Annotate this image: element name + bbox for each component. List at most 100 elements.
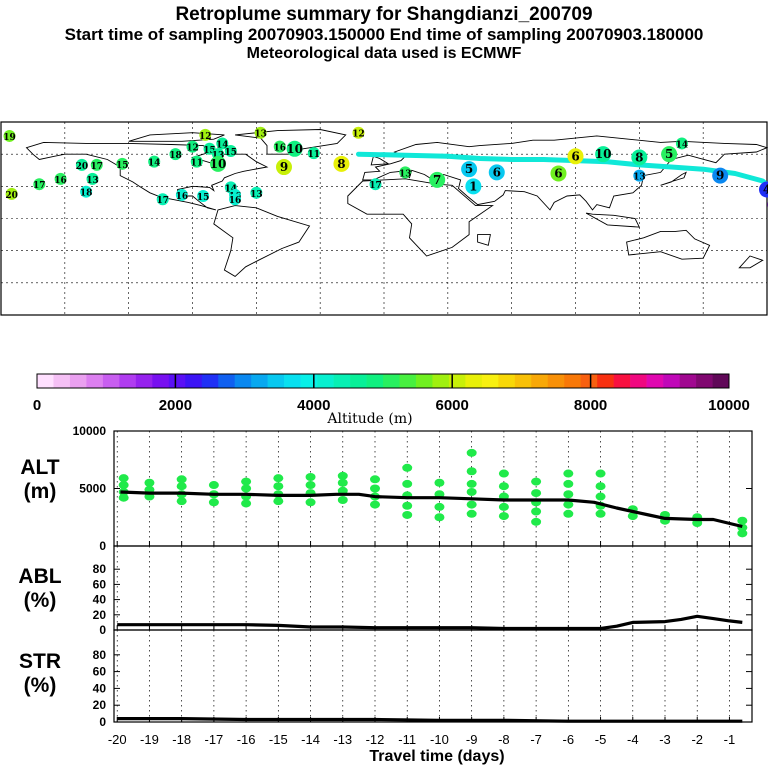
plume-centroid-dot <box>307 147 320 160</box>
plume-day-label: 17 <box>33 181 46 191</box>
plume-centroid-dot <box>80 185 93 198</box>
plume-centroid-dot <box>250 186 263 199</box>
plume-day-label: 17 <box>369 181 382 191</box>
retroplume-map: 1912131214161012151813151120171514111098… <box>0 121 768 316</box>
alt-y-tick-label: 0 <box>99 539 106 553</box>
alt-particle-dot <box>337 478 348 487</box>
colorbar-swatch <box>86 374 104 388</box>
plume-centroid-dot <box>175 188 188 201</box>
alt-particle-dot <box>176 482 187 491</box>
plume-centroid-dot <box>75 158 88 171</box>
plume-centroid-dot <box>156 193 169 206</box>
plume-day-label: 14 <box>225 184 238 194</box>
plume-centroid-dot <box>369 178 382 191</box>
str-panel-frame <box>113 629 753 723</box>
plume-day-label: 9 <box>716 169 724 183</box>
plume-centroid-dot <box>675 137 688 150</box>
plume-day-label: 15 <box>203 146 216 156</box>
plume-day-label: 1 <box>469 179 477 193</box>
colorbar-tick-label: 6000 <box>436 397 469 414</box>
plume-centroid-dot <box>116 157 129 170</box>
colorbar-swatch <box>350 374 367 388</box>
x-tick-label: -11 <box>398 732 416 747</box>
alt-particle-dot <box>466 509 477 518</box>
alt-particle-dot <box>466 479 477 488</box>
x-tick-label: -12 <box>366 732 385 747</box>
alt-particle-dot <box>466 500 477 509</box>
colorbar-swatch <box>135 374 153 388</box>
alt-particle-dot <box>466 448 477 457</box>
abl-panel-title: ABL (%) <box>8 565 72 613</box>
sampling-period: Start time of sampling 20070903.150000 E… <box>64 25 704 44</box>
plume-day-label: 4 <box>763 183 768 197</box>
plume-centroid-dot <box>169 148 182 161</box>
alt-particle-dot <box>337 496 348 504</box>
plume-day-label: 17 <box>156 196 169 206</box>
alt-particle-dot <box>118 474 129 483</box>
alt-particle-dot <box>434 478 445 487</box>
colorbar-swatch <box>152 374 170 388</box>
plume-day-label: 20 <box>76 162 89 172</box>
colorbar-swatch <box>696 374 713 388</box>
landmass-outline <box>213 205 311 277</box>
x-tick-label: -7 <box>530 732 542 747</box>
plume-centroid-dot <box>488 164 505 181</box>
str-panel-title: STR (%) <box>8 650 72 698</box>
plume-centroid-dot <box>229 193 242 206</box>
plume-day-label: 15 <box>116 161 129 171</box>
abl-y-tick-label: 0 <box>99 623 106 637</box>
alt-particle-dot <box>595 482 606 491</box>
map-graticule <box>1 122 767 315</box>
x-tick-label: -3 <box>659 732 671 747</box>
plume-centroid-dot <box>254 126 267 139</box>
landmass-outline <box>477 234 491 246</box>
str-y-tick-label: 80 <box>93 648 107 662</box>
plume-centroid-dot <box>273 140 286 153</box>
alt-particle-dot <box>466 467 477 476</box>
abl-y-tick-label: 60 <box>93 577 107 591</box>
plume-day-label: 19 <box>3 133 16 143</box>
str-y-tick-label: 40 <box>93 681 107 695</box>
landmass-outline <box>738 255 764 269</box>
alt-particle-dot <box>563 490 574 499</box>
landmass-outline <box>347 178 494 257</box>
colorbar-tick-label: 4000 <box>297 397 330 414</box>
abl-mean-line <box>117 614 743 631</box>
plume-centroid-dot <box>550 165 567 182</box>
plume-day-label: 16 <box>229 196 242 206</box>
plume-day-label: 5 <box>465 162 473 176</box>
x-tick-label: -19 <box>140 732 159 747</box>
plume-centroid-dot <box>54 172 67 185</box>
alt-title-text: ALT (m) <box>20 456 60 503</box>
colorbar-swatch <box>300 374 318 388</box>
x-tick-label: -18 <box>172 732 191 747</box>
x-tick-label: -16 <box>237 732 256 747</box>
alt-particle-dot <box>563 500 574 509</box>
plume-day-label: 18 <box>80 189 93 199</box>
alt-particle-dot <box>531 507 542 516</box>
alt-particle-dot <box>176 497 187 506</box>
str-y-tick-label: 60 <box>93 665 107 679</box>
plume-day-label: 14 <box>148 159 161 169</box>
colorbar-swatch <box>432 374 450 388</box>
alt-particle-dot <box>305 481 316 490</box>
plume-day-label: 10 <box>286 142 303 156</box>
plume-day-label: 9 <box>280 160 288 174</box>
plume-day-label: 18 <box>169 151 182 161</box>
plume-centroid-dot <box>3 129 16 142</box>
abl-y-tick-label: 80 <box>93 562 107 576</box>
alt-particle-dot <box>498 512 509 521</box>
alt-particle-dot <box>563 469 574 478</box>
colorbar-swatch <box>514 374 532 388</box>
plume-day-label: 14 <box>216 140 229 150</box>
plume-centroid-dot <box>429 171 446 188</box>
colorbar-tick-label: 0 <box>33 397 41 414</box>
plume-centroid-dot <box>759 181 768 198</box>
colorbar-swatch <box>267 374 285 388</box>
colorbar-tick-label: 8000 <box>574 397 607 414</box>
landmass-outline <box>585 212 641 228</box>
x-tick-label: -13 <box>333 732 352 747</box>
x-axis-title: Travel time (days) <box>369 748 505 765</box>
plume-day-label: 13 <box>633 173 646 183</box>
